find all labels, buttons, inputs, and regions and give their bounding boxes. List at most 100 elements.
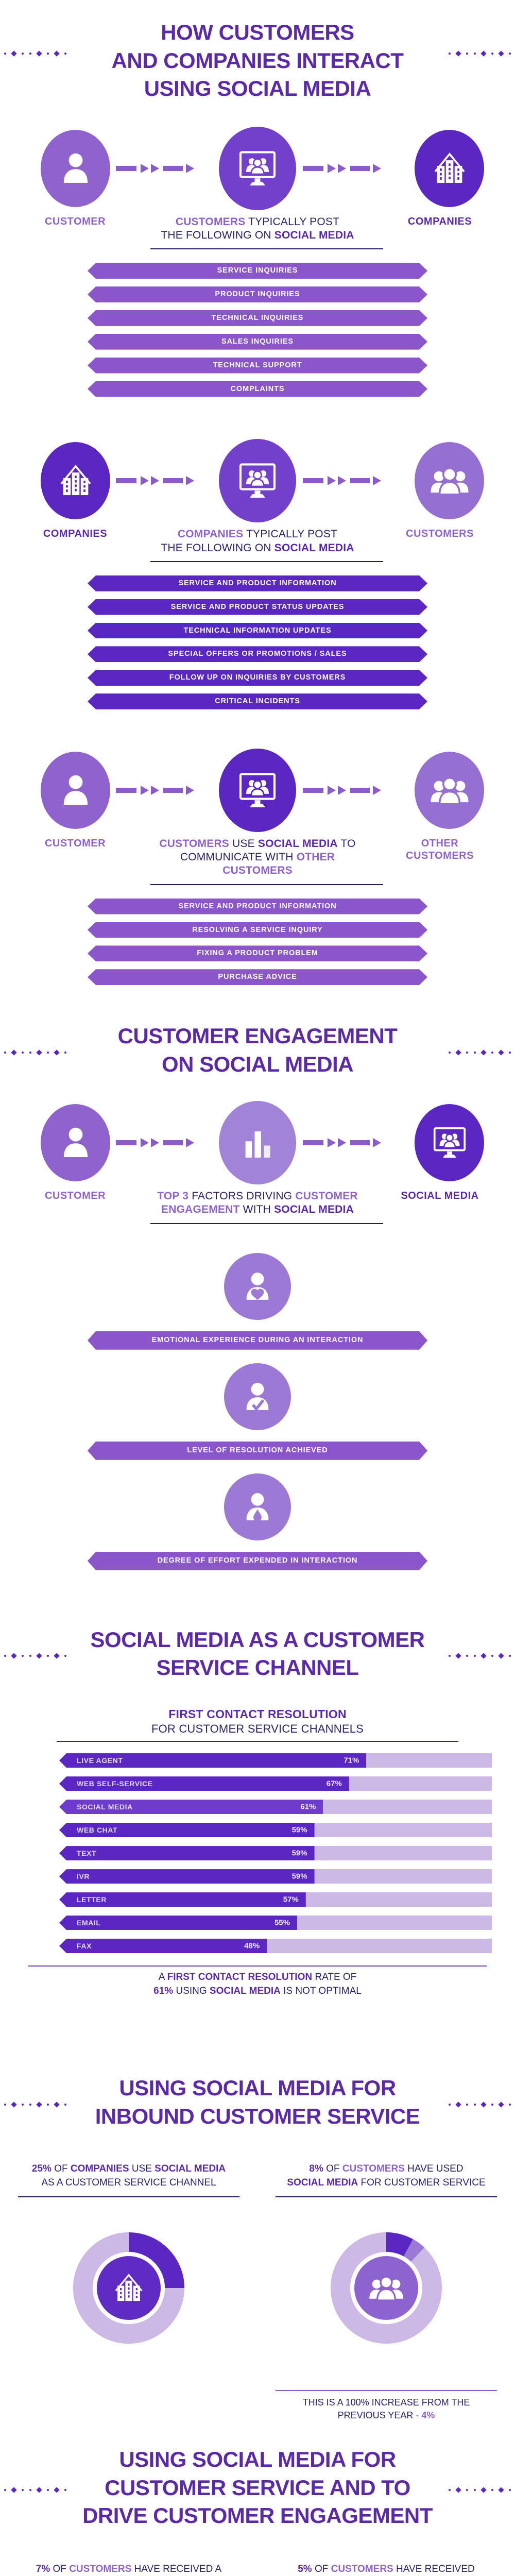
flow-heading-line: ENGAGEMENT WITH SOCIAL MEDIA — [161, 1204, 354, 1216]
bar-fill: TEXT 59% — [59, 1846, 315, 1861]
bar-row: LETTER 57% — [59, 1892, 492, 1907]
bar-value: 61% — [300, 1802, 316, 1811]
monitor-people-icon — [430, 1123, 470, 1163]
social-media-post-circle — [219, 748, 296, 832]
arrow-right-icon — [303, 785, 390, 795]
people-group-icon — [430, 461, 470, 501]
arrow-right-icon — [116, 785, 203, 795]
bar-label: SOCIAL MEDIA — [77, 1803, 133, 1811]
customers-donut-chart — [318, 2220, 454, 2356]
bar-label: EMAIL — [77, 1919, 101, 1927]
dots-decoration — [449, 1049, 511, 1056]
title-line: SOCIAL MEDIA AS A CUSTOMER — [90, 1627, 425, 1652]
person-icon — [56, 148, 96, 189]
flow-heading-line: COMPANIES TYPICALLY POST — [177, 528, 338, 540]
dots-decoration — [449, 1653, 511, 1659]
title-line: USING SOCIAL MEDIA — [144, 76, 371, 101]
arrow-right-icon — [116, 163, 203, 173]
section-title-drive: USING SOCIAL MEDIA FOR CUSTOMER SERVICE … — [0, 2446, 515, 2530]
person-check-icon — [239, 1378, 276, 1411]
customer-circle — [41, 1104, 110, 1182]
arrow-right-icon — [116, 1138, 203, 1148]
title-line: AND COMPANIES INTERACT — [111, 48, 404, 73]
flow-meta: CUSTOMER CUSTOMERS USE SOCIAL MEDIA TO C… — [0, 837, 515, 885]
circle-label: COMPANIES — [43, 528, 108, 540]
response-stat: 7% OF CUSTOMERS HAVE RECEIVED A RESPONSE… — [36, 2563, 222, 2574]
ribbon-banner: PURCHASE ADVICE — [88, 969, 427, 985]
companies-donut-chart — [61, 2220, 197, 2356]
bar-row: WEB CHAT 59% — [59, 1823, 492, 1838]
bar-row: EMAIL 55% — [59, 1916, 492, 1930]
person-heart-circle — [224, 1252, 291, 1320]
title-line: USING SOCIAL MEDIA FOR — [119, 2076, 396, 2100]
bar-fill: FAX 48% — [59, 1939, 267, 1954]
bar-fill: SOCIAL MEDIA 61% — [59, 1800, 323, 1815]
people-group-icon — [430, 770, 470, 810]
dots-decoration — [4, 50, 66, 57]
flow-row-customer-to-customers — [0, 748, 515, 832]
bar-row: TEXT 59% — [59, 1846, 492, 1861]
ribbon-banner: SERVICE AND PRODUCT STATUS UPDATES — [88, 599, 427, 615]
ribbon-banner: SERVICE INQUIRIES — [88, 263, 427, 279]
top-factors-circle — [219, 1101, 296, 1185]
bar-fill: WEB CHAT 59% — [59, 1823, 315, 1838]
people-group-icon — [368, 2270, 404, 2306]
person-icon — [56, 770, 96, 810]
arrow-right-icon — [116, 476, 203, 486]
bar-label: TEXT — [77, 1849, 97, 1858]
flow-heading-line: THE FOLLOWING ON SOCIAL MEDIA — [161, 541, 354, 554]
increase-footnote: THIS IS A 100% INCREASE FROM THE PREVIOU… — [258, 2389, 515, 2422]
ribbon-banner: LEVEL OF RESOLUTION ACHIEVED — [88, 1442, 427, 1460]
bar-fill: IVR 59% — [59, 1869, 315, 1884]
bar-value: 67% — [326, 1779, 342, 1788]
ribbon-banner: DEGREE OF EFFORT EXPENDED IN INTERACTION — [88, 1552, 427, 1570]
inbound-columns: 25% OF COMPANIES USE SOCIAL MEDIA AS A C… — [0, 2162, 515, 2422]
ribbon-banner: SERVICE AND PRODUCT INFORMATION — [88, 899, 427, 914]
flow-row-companies-to-customers — [0, 439, 515, 523]
dots-decoration — [449, 2487, 511, 2493]
circle-label: SOCIAL MEDIA — [401, 1190, 479, 1202]
circle-label: CUSTOMER — [44, 837, 106, 849]
donut-ring — [73, 2232, 185, 2344]
circle-label: CUSTOMERS — [406, 528, 474, 540]
title-line: ON SOCIAL MEDIA — [161, 1052, 354, 1076]
bar-value: 55% — [274, 1918, 290, 1927]
flow-heading-line: TOP 3 FACTORS DRIVING CUSTOMER — [157, 1190, 358, 1202]
ribbon-banner: EMOTIONAL EXPERIENCE DURING AN INTERACTI… — [88, 1331, 427, 1350]
chart-subtitle: FIRST CONTACT RESOLUTION FOR CUSTOMER SE… — [0, 1707, 515, 1742]
flow1-banner-list: SERVICE INQUIRIES PRODUCT INQUIRIES TECHNI… — [0, 263, 515, 397]
person-effort-circle — [224, 1473, 291, 1540]
dots-decoration — [4, 1049, 66, 1056]
information-stat: 5% OF CUSTOMERS HAVE RECEIVED ESSENTIAL … — [298, 2563, 475, 2574]
ribbon-banner: FOLLOW UP ON INQUIRIES BY CUSTOMERS — [88, 670, 427, 686]
ribbon-banner: SALES INQUIRIES — [88, 334, 427, 350]
ribbon-banner: RESOLVING A SERVICE INQUIRY — [88, 922, 427, 938]
ribbon-banner: COMPLAINTS — [88, 381, 427, 397]
ribbon-banner: CRITICAL INCIDENTS — [88, 693, 427, 709]
heading-underline — [276, 2196, 497, 2197]
flow-row-customer-to-companies — [0, 126, 515, 210]
bar-value: 59% — [291, 1825, 307, 1835]
fcr-bar-chart: LIVE AGENT 71% WEB SELF-SERVICE 67% SOCI… — [59, 1753, 492, 1954]
title-line: USING SOCIAL MEDIA FOR — [119, 2447, 396, 2471]
social-media-post-circle — [219, 439, 296, 523]
buildings-icon — [111, 2270, 147, 2306]
bar-value: 59% — [291, 1849, 307, 1858]
bar-value: 59% — [291, 1872, 307, 1881]
flow-meta: CUSTOMER CUSTOMERS TYPICALLY POST THE FO… — [0, 215, 515, 250]
flow3-banner-list: SERVICE AND PRODUCT INFORMATION RESOLVING… — [0, 899, 515, 985]
flow-row-engagement-factors — [0, 1101, 515, 1185]
factor-emotional: EMOTIONAL EXPERIENCE DURING AN INTERACTI… — [0, 1252, 515, 1350]
companies-circle — [41, 442, 110, 520]
arrow-right-icon — [303, 476, 390, 486]
flow-heading-line: CUSTOMERS USE SOCIAL MEDIA TO — [159, 837, 356, 850]
bar-label: LIVE AGENT — [77, 1756, 123, 1765]
flow-meta: CUSTOMER TOP 3 FACTORS DRIVING CUSTOMER … — [0, 1190, 515, 1224]
heading-underline — [150, 1223, 383, 1224]
heading-underline — [150, 561, 383, 562]
monitor-people-icon — [235, 146, 280, 191]
donut-center-companies — [97, 2256, 161, 2320]
arrow-right-icon — [303, 163, 390, 173]
flow-heading-line: COMMUNICATE WITH OTHER CUSTOMERS — [180, 851, 335, 877]
